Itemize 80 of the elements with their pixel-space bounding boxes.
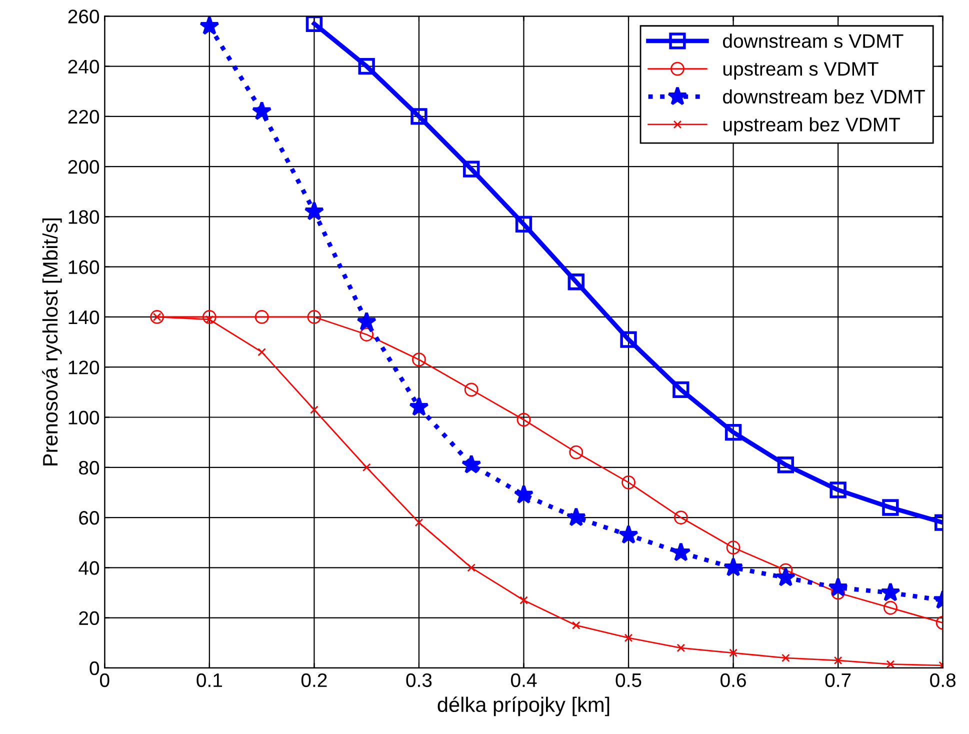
point (782, 654, 790, 662)
x-tick-label: 0.1 (196, 673, 222, 688)
point (304, 201, 324, 220)
point (622, 475, 636, 490)
y-tick-label: 160 (68, 260, 100, 274)
x-tick-label: 0.6 (720, 673, 746, 688)
point (884, 600, 898, 615)
point (254, 310, 269, 324)
x-tick-label: 0 (100, 673, 110, 688)
point (463, 160, 480, 178)
point (467, 563, 476, 572)
point (676, 644, 686, 652)
point (729, 648, 738, 658)
legend-label: downstream bez VDMT (723, 89, 925, 104)
y-tick-label: 260 (68, 10, 100, 24)
point (569, 445, 584, 460)
x-tick-label: 0.4 (510, 673, 537, 688)
point (408, 396, 429, 416)
y-axis-title: Prenosová rychlost [Mbit/s] (42, 218, 62, 466)
y-tick-label: 180 (68, 210, 100, 224)
point (828, 577, 848, 596)
y-tick-label: 220 (68, 110, 100, 124)
point (258, 348, 266, 356)
point (624, 634, 633, 642)
point (356, 312, 377, 331)
x-tick-label: 0.3 (406, 673, 432, 688)
legend-label: downstream s VDMT (723, 34, 904, 48)
y-tick-label: 80 (79, 460, 100, 475)
point (776, 567, 796, 586)
point (886, 660, 895, 668)
point (310, 406, 318, 414)
point (306, 16, 323, 32)
point (515, 216, 532, 233)
point (199, 16, 220, 35)
point (724, 424, 742, 441)
point (566, 507, 586, 526)
point (882, 499, 899, 516)
point (618, 524, 638, 544)
point (674, 510, 688, 524)
x-tick-label: 0.7 (825, 673, 851, 688)
point (880, 582, 900, 602)
point (723, 557, 744, 576)
point (362, 463, 371, 472)
point (777, 456, 794, 474)
x-tick-label: 0.5 (616, 673, 642, 688)
point (514, 484, 534, 504)
point (307, 310, 322, 324)
point (834, 656, 842, 665)
point (830, 482, 846, 498)
y-tick-label: 20 (79, 611, 100, 626)
point (516, 412, 531, 427)
point (464, 382, 478, 397)
point (360, 328, 374, 342)
y-tick-label: 120 (68, 360, 100, 374)
y-tick-label: 240 (68, 60, 100, 74)
point (410, 108, 428, 125)
y-tick-label: 140 (68, 310, 100, 324)
point (202, 310, 216, 324)
point (620, 331, 637, 348)
point (461, 454, 482, 474)
y-tick-label: 60 (79, 510, 100, 525)
y-tick-label: 0 (90, 661, 100, 676)
y-tick-label: 100 (68, 410, 100, 424)
point (572, 621, 580, 630)
y-tick-label: 40 (78, 561, 100, 575)
legend-label: upstream bez VDMT (723, 117, 900, 136)
point (150, 310, 164, 324)
point (726, 540, 740, 555)
point (568, 274, 584, 290)
point (412, 352, 426, 367)
x-tick-label: 0.8 (930, 673, 956, 688)
point (520, 596, 528, 604)
legend-label: upstream s VDMT (723, 62, 878, 80)
point (414, 518, 424, 527)
x-axis-title: délka prípojky [km] (438, 696, 610, 716)
y-tick-label: 200 (68, 160, 100, 174)
x-tick-label: 0.2 (301, 673, 327, 688)
point (672, 381, 690, 398)
point (252, 100, 272, 120)
point (358, 58, 375, 75)
